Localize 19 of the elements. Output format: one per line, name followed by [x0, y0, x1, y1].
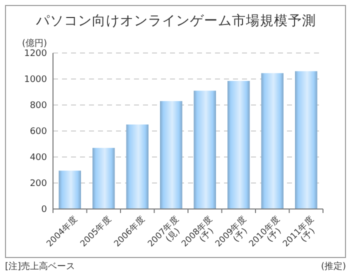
bar: [194, 90, 216, 209]
bar: [126, 124, 149, 209]
y-axis-title: (億円): [22, 38, 48, 49]
y-tick-label: 200: [30, 179, 48, 190]
bar: [92, 148, 115, 209]
chart-title: パソコン向けオンラインゲーム市場規模予測: [35, 13, 316, 29]
y-tick-label: 0: [41, 205, 48, 216]
y-tick-label: 1000: [24, 75, 48, 86]
bar: [294, 71, 318, 209]
bar: [261, 73, 284, 209]
y-tick-label: 1200: [24, 49, 48, 60]
bar: [227, 80, 250, 209]
text: [注]売上高ベース: [5, 261, 76, 272]
bar: [58, 170, 82, 209]
text: (推定): [320, 261, 346, 272]
y-tick-label: 400: [30, 153, 48, 164]
y-tick-label: 800: [30, 101, 48, 112]
y-tick-label: 600: [30, 127, 48, 138]
bar: [160, 101, 182, 209]
